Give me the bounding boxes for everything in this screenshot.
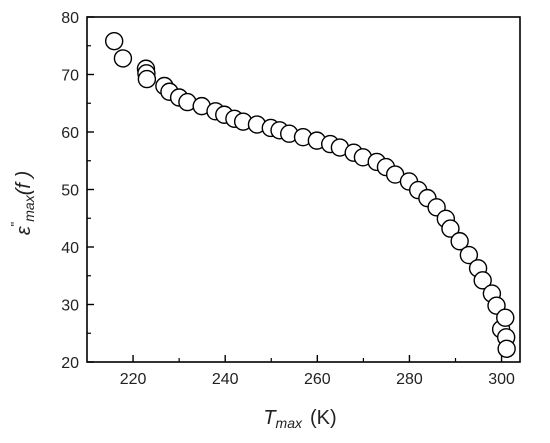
- x-tick-label: 300: [488, 371, 515, 388]
- y-tick-label: 80: [61, 10, 79, 27]
- y-axis-label-sup: ": [8, 221, 23, 226]
- y-tick-label: 50: [61, 183, 79, 200]
- y-axis-label: ε"max(f ): [8, 171, 37, 235]
- y-axis-label-tail: (f ): [13, 171, 35, 195]
- tick-labels: 220 240 260 280 300 20 30 40 50 60 70 80: [61, 10, 515, 388]
- data-point: [496, 308, 515, 327]
- data-point: [441, 219, 460, 238]
- y-tick-label: 60: [61, 125, 79, 142]
- data-point: [113, 49, 133, 68]
- x-tick-label: 260: [304, 371, 331, 388]
- y-axis-label-main: ε: [13, 225, 35, 235]
- x-axis-label: Tmax (K): [263, 407, 336, 431]
- data-point: [104, 31, 124, 51]
- x-axis-label-unit: (K): [310, 407, 337, 429]
- data-points: [104, 31, 516, 358]
- data-point: [497, 339, 516, 358]
- plot-frame: [86, 16, 521, 363]
- y-tick-label: 30: [61, 298, 79, 315]
- data-point: [459, 245, 479, 265]
- data-point: [137, 69, 157, 89]
- y-tick-label: 40: [61, 240, 79, 257]
- y-axis-label-sub: max: [21, 194, 37, 221]
- y-tick-label: 20: [61, 355, 79, 372]
- data-point: [450, 232, 469, 251]
- data-point: [473, 271, 492, 290]
- x-tick-label: 220: [120, 371, 147, 388]
- x-tick-label: 240: [212, 371, 239, 388]
- x-tick-label: 280: [396, 371, 423, 388]
- y-tick-label: 70: [61, 68, 79, 85]
- x-axis-label-sub: max: [276, 415, 303, 431]
- x-axis-label-main: T: [263, 407, 277, 429]
